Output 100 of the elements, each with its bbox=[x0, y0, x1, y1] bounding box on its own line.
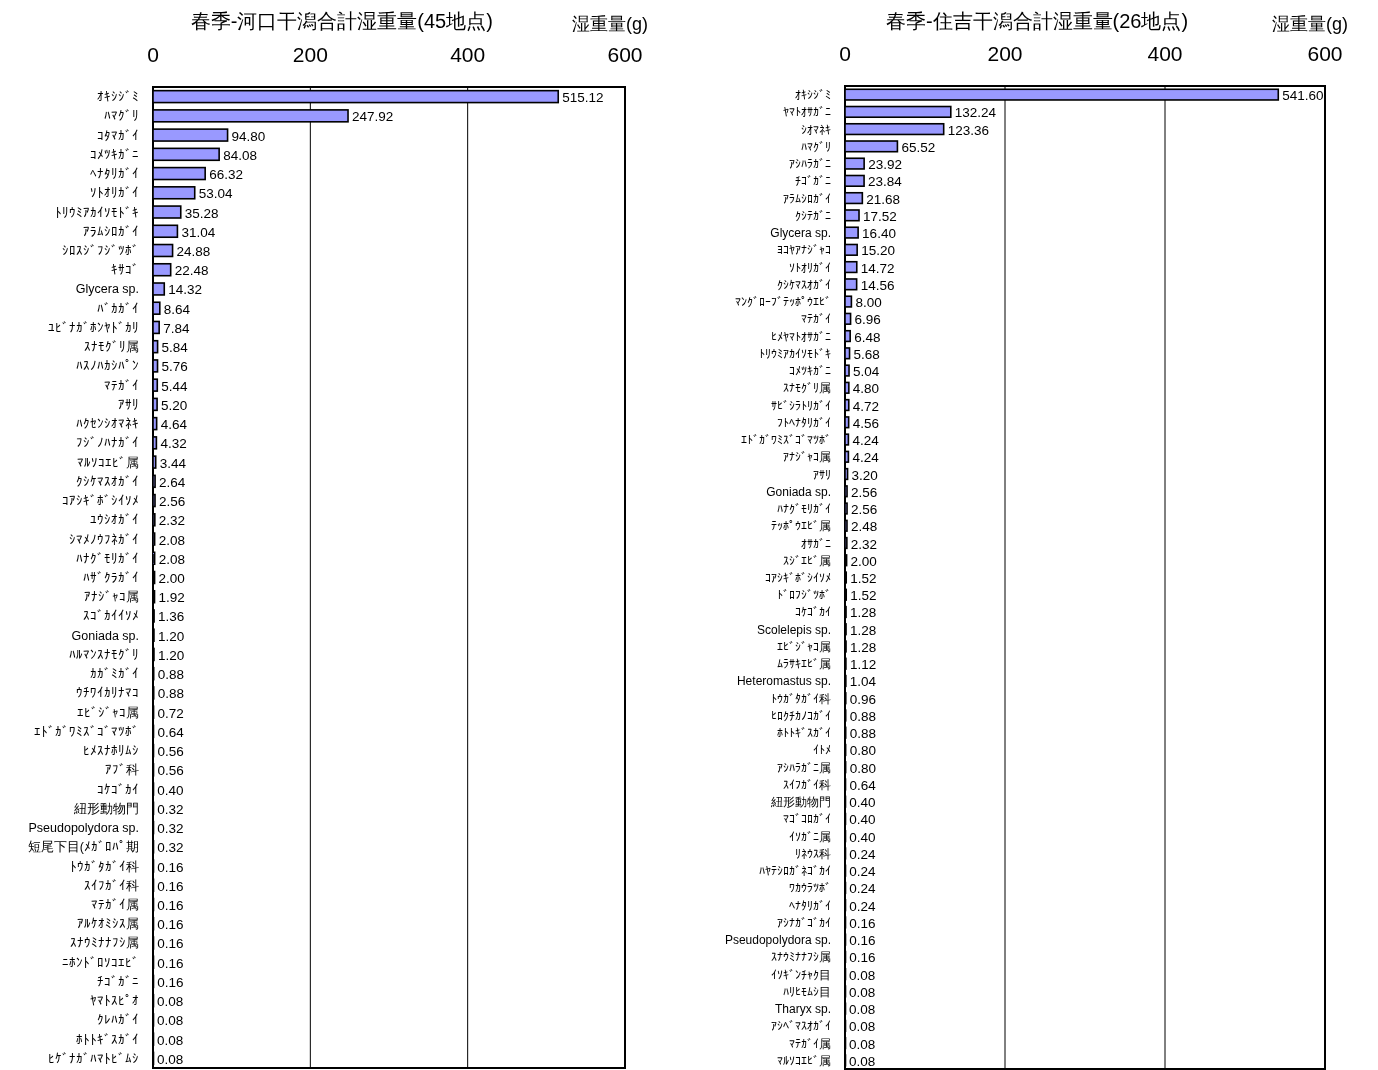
data-label: 0.08 bbox=[157, 1051, 184, 1067]
y-tick-label: Pseudopolydora sp. bbox=[28, 821, 139, 836]
data-label: 0.16 bbox=[157, 878, 184, 894]
y-tick-label: ﾄﾞﾛﾌｼﾞﾂﾎﾞ bbox=[777, 588, 831, 603]
data-label: 5.20 bbox=[161, 397, 188, 413]
y-tick-label: ﾔﾏﾄｽﾋﾟｵ bbox=[90, 994, 139, 1009]
data-label: 0.08 bbox=[849, 967, 876, 983]
y-tick-label: ｿﾄｵﾘｶﾞｲ bbox=[90, 186, 139, 201]
y-tick-label: ﾄﾘｳﾐｱｶｲｿﾓﾄﾞｷ bbox=[759, 346, 831, 361]
data-label: 16.40 bbox=[862, 226, 896, 242]
data-label: 2.00 bbox=[158, 571, 185, 586]
y-tick-label: ｱｼﾊﾗｶﾞﾆ属 bbox=[777, 760, 831, 775]
y-tick-label: ｼｵﾏﾈｷ bbox=[801, 122, 831, 137]
y-tick-label: ｵｷｼｼﾞﾐ bbox=[97, 90, 139, 105]
x-axis-title: 湿重量(g) bbox=[1272, 14, 1348, 34]
data-label: 2.64 bbox=[159, 474, 186, 490]
y-tick-label: ﾜｶｳﾗﾂﾎﾞ bbox=[789, 881, 831, 896]
y-tick-label: ｽﾅﾓｸﾞﾘ属 bbox=[783, 381, 831, 396]
data-label: 0.40 bbox=[849, 812, 876, 828]
y-tick-label: ｺｹｺﾞｶｲ bbox=[795, 605, 831, 620]
y-tick-label: ﾎﾄﾄｷﾞｽｶﾞｲ bbox=[76, 1032, 139, 1047]
data-label: 1.28 bbox=[850, 622, 877, 638]
chart-title: 春季-河口干潟合計湿重量(45地点) bbox=[190, 10, 493, 32]
y-tick-label: ﾊﾏｸﾞﾘ bbox=[104, 109, 139, 124]
data-label: 0.40 bbox=[849, 829, 876, 845]
data-label: 14.32 bbox=[168, 282, 203, 298]
y-tick-label: ﾏﾙｿｺｴﾋﾞ属 bbox=[777, 1053, 831, 1068]
data-label: 2.32 bbox=[158, 513, 186, 529]
data-label: 23.92 bbox=[868, 157, 902, 173]
y-tick-label: ｼﾏﾒﾉｳﾌﾈｶﾞｲ bbox=[69, 532, 139, 547]
y-tick-label: ﾏﾃｶﾞｲ属 bbox=[789, 1036, 831, 1051]
y-tick-label: ｽﾅｳﾐﾅﾅﾌｼ属 bbox=[70, 936, 139, 951]
data-label: 1.52 bbox=[850, 571, 877, 586]
y-tick-label: ﾔﾏﾄｵｻｶﾞﾆ bbox=[783, 105, 831, 120]
data-label: 0.16 bbox=[849, 933, 876, 949]
data-label: 123.36 bbox=[947, 122, 989, 138]
data-label: 14.72 bbox=[860, 260, 895, 276]
data-label: 6.48 bbox=[854, 329, 881, 345]
y-tick-label: ﾊｸｾﾝｼｵﾏﾈｷ bbox=[76, 417, 139, 432]
y-tick-label: ｶｶﾞﾐｶﾞｲ bbox=[90, 667, 139, 682]
y-tick-label: ｿﾄｵﾘｶﾞｲ bbox=[789, 260, 831, 275]
data-label: 0.08 bbox=[849, 984, 876, 1000]
y-tick-label: ｴﾋﾞｼﾞｬｺ属 bbox=[77, 705, 139, 720]
data-label: 31.04 bbox=[181, 224, 216, 240]
data-label: 2.00 bbox=[850, 553, 877, 569]
data-label: 24.88 bbox=[176, 244, 211, 259]
y-tick-label: ｱﾙｹｵﾐｼｽ属 bbox=[77, 917, 139, 932]
data-label: 5.76 bbox=[161, 359, 188, 375]
data-label: 3.20 bbox=[851, 467, 878, 483]
y-tick-label: ﾑﾗｻｷｴﾋﾞ属 bbox=[777, 657, 831, 672]
data-label: 4.24 bbox=[852, 433, 880, 449]
y-tick-label: ｲﾄﾒ bbox=[813, 743, 831, 758]
y-tick-label: Tharyx sp. bbox=[774, 1002, 831, 1017]
y-tick-label: ｱﾗﾑｼﾛｶﾞｲ bbox=[83, 224, 139, 239]
data-label: 1.28 bbox=[850, 639, 877, 655]
y-tick-label: ｴﾄﾞｶﾞﾜﾐｽﾞｺﾞﾏﾂﾎﾞ bbox=[34, 724, 139, 739]
y-tick-label: ﾘﾈｳｽ科 bbox=[795, 846, 831, 861]
y-tick-label: ﾊﾔﾃｼﾛｶﾞﾈｺﾞｶｲ bbox=[759, 864, 831, 879]
data-label: 0.08 bbox=[157, 994, 184, 1010]
y-tick-label: ｽﾅﾓｸﾞﾘ属 bbox=[84, 340, 139, 355]
data-label: 17.52 bbox=[863, 208, 897, 224]
y-tick-label: Glycera sp. bbox=[75, 282, 139, 297]
data-label: 0.08 bbox=[157, 1032, 184, 1048]
y-tick-label: ﾃｯﾎﾟｳｴﾋﾞ属 bbox=[771, 519, 831, 534]
chart-title: 春季-住吉干潟合計湿重量(26地点) bbox=[885, 10, 1189, 32]
data-label: 1.92 bbox=[158, 590, 185, 606]
y-tick-label: ﾁｺﾞｶﾞﾆ bbox=[795, 174, 831, 189]
y-tick-label: ｸｼﾃｶﾞﾆ bbox=[795, 208, 831, 223]
data-label: 0.08 bbox=[849, 1053, 876, 1069]
data-label: 0.80 bbox=[849, 743, 876, 759]
data-label: 6.96 bbox=[854, 312, 881, 328]
data-label: 0.16 bbox=[157, 936, 184, 952]
y-tick-label: ｲｿｶﾞﾆ属 bbox=[789, 829, 831, 844]
y-tick-label: ﾆﾎﾝﾄﾞﾛｿｺｴﾋﾞ bbox=[62, 955, 139, 970]
data-label: 3.44 bbox=[159, 455, 187, 471]
y-tick-label: ｸｼｹﾏｽｵｶﾞｲ bbox=[777, 277, 831, 292]
x-tick-label: 400 bbox=[450, 43, 486, 66]
y-tick-label: ｵｷｼｼﾞﾐ bbox=[795, 88, 831, 103]
y-tick-label: Goniada sp. bbox=[766, 484, 831, 499]
y-tick-label: ｱｼﾍﾞﾏｽｵｶﾞｲ bbox=[771, 1019, 831, 1034]
y-tick-label: ｱﾅｼﾞｬｺ属 bbox=[783, 450, 831, 465]
data-label: 2.56 bbox=[159, 494, 186, 510]
data-label: 2.32 bbox=[850, 536, 878, 552]
y-tick-label: ﾍﾅﾀﾘｶﾞｲ bbox=[789, 898, 831, 913]
data-label: 2.56 bbox=[851, 484, 878, 500]
y-tick-label: 紐形動物門 bbox=[770, 795, 831, 810]
y-tick-label: ｺﾀﾏｶﾞｲ bbox=[97, 128, 139, 143]
data-label: 7.84 bbox=[163, 320, 190, 336]
data-label: 4.72 bbox=[852, 398, 880, 414]
y-tick-label: ｱﾗﾑｼﾛｶﾞｲ bbox=[783, 191, 831, 206]
data-label: 4.56 bbox=[852, 415, 879, 431]
data-label: 0.24 bbox=[849, 898, 876, 914]
data-label: 0.56 bbox=[157, 744, 184, 760]
x-tick-label: 200 bbox=[987, 42, 1023, 65]
data-label: 0.88 bbox=[849, 726, 876, 742]
y-tick-label: ﾁｺﾞｶﾞﾆ bbox=[97, 974, 139, 989]
data-label: 247.92 bbox=[352, 109, 394, 125]
data-label: 1.28 bbox=[850, 605, 877, 621]
data-label: 0.16 bbox=[157, 898, 184, 913]
y-tick-label: ﾊﾘﾋﾓﾑｼ目 bbox=[783, 984, 831, 999]
